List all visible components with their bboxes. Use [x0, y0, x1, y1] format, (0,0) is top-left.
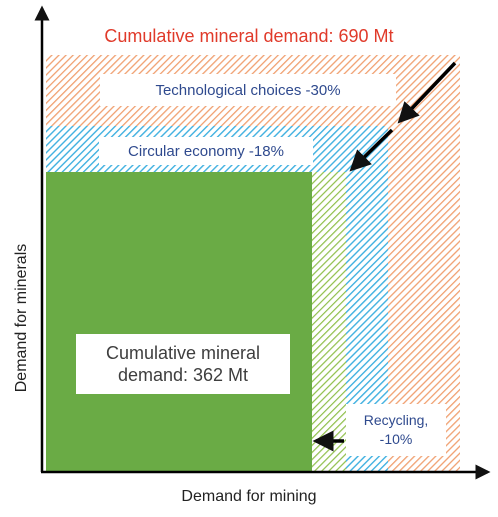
reduction-arrow-tech — [397, 61, 457, 124]
circular-economy-label: Circular economy -18% — [99, 137, 313, 165]
technological-choices-text: Technological choices -30% — [155, 81, 341, 99]
final-demand-label: Cumulative mineral demand: 362 Mt — [76, 334, 290, 394]
y-axis-label: Demand for minerals — [13, 243, 30, 393]
final-demand-area — [46, 172, 312, 471]
x-axis-label: Demand for mining — [181, 488, 317, 505]
reduction-arrow-circular — [349, 128, 394, 172]
diagram-title: Cumulative mineral demand: 690 Mt — [104, 26, 394, 46]
recycling-line2: -10% — [379, 431, 413, 447]
final-demand-line2: demand: 362 Mt — [117, 365, 249, 385]
recycling-line1: Recycling, — [363, 412, 429, 428]
technological-choices-label: Technological choices -30% — [100, 74, 396, 106]
final-demand-line1: Cumulative mineral — [105, 343, 261, 363]
circular-economy-text: Circular economy -18% — [128, 142, 284, 160]
recycling-label: Recycling, -10% — [346, 404, 446, 456]
